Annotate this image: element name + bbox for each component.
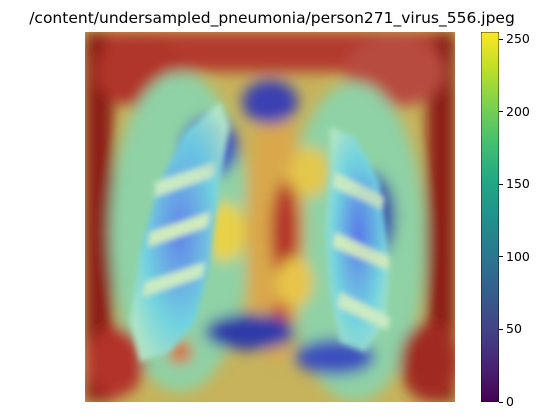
colorbar-tick-mark xyxy=(499,256,503,258)
warm-bottom-right xyxy=(400,322,455,402)
colorbar-tick-label: 100 xyxy=(506,248,530,264)
rib-left-1 xyxy=(155,162,215,197)
rib-right-3 xyxy=(338,292,390,330)
colorbar-tick-mark xyxy=(499,328,503,330)
yellow-mid-right xyxy=(290,147,330,197)
colorbar-tick-mark xyxy=(499,38,503,40)
colorbar-tick-label: 150 xyxy=(506,176,530,192)
yellow-low-mid xyxy=(277,257,313,307)
colorbar-tick-mark xyxy=(499,111,503,113)
spine-red xyxy=(271,182,299,282)
rib-left-2 xyxy=(148,212,210,247)
colorbar-tick-label: 250 xyxy=(506,31,530,47)
rib-right-1 xyxy=(333,172,385,210)
colorbar-tick-label: 200 xyxy=(506,103,530,119)
heatmap-image xyxy=(85,32,455,402)
colorbar-tick-mark xyxy=(499,401,503,403)
rib-left-3 xyxy=(143,262,205,297)
colorbar-tick-mark xyxy=(499,183,503,185)
chart-title: /content/undersampled_pneumonia/person27… xyxy=(29,9,515,27)
colorbar-gradient xyxy=(481,32,499,402)
warm-bottom-left xyxy=(85,327,145,397)
rib-right-2 xyxy=(333,232,390,270)
cool-bottom xyxy=(205,314,295,350)
colorbar xyxy=(481,32,499,402)
colorbar-tick-label: 0 xyxy=(506,394,514,409)
cool-top xyxy=(242,80,298,124)
colorbar-tick-label: 50 xyxy=(506,321,522,337)
